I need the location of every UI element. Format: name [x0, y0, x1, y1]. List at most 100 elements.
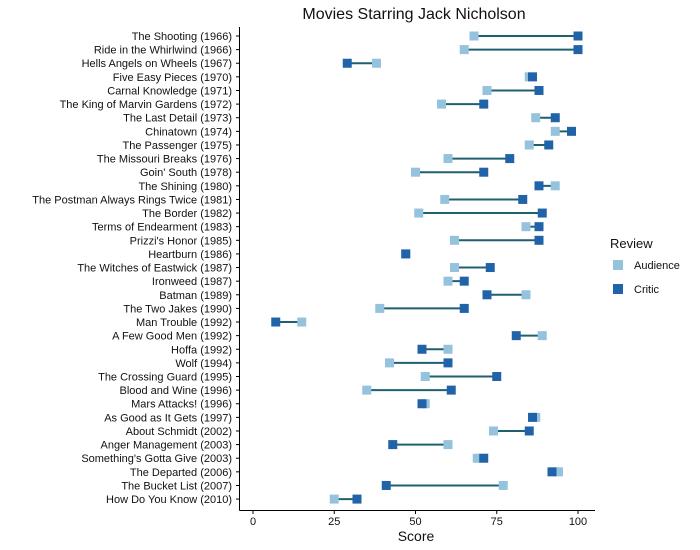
y-tick-label: The Two Jakes (1990) — [123, 303, 232, 315]
y-tick-label: Blood and Wine (1996) — [119, 385, 232, 397]
x-tick-label: 0 — [250, 516, 256, 528]
y-tick-label: The Witches of Eastwick (1987) — [77, 263, 232, 275]
y-tick-label: The Missouri Breaks (1976) — [97, 154, 232, 166]
audience-point — [459, 45, 469, 55]
audience-point — [297, 317, 307, 327]
critic-point — [528, 72, 537, 82]
audience-point — [469, 31, 479, 41]
y-tick-label: Terms of Endearment (1983) — [92, 222, 232, 234]
y-ticks: The Shooting (1966) Ride in the Whirlwind… — [32, 31, 240, 506]
critic-point — [352, 494, 362, 504]
critic-point — [550, 113, 560, 123]
plot-area — [271, 31, 583, 504]
y-tick-label: Five Easy Pieces (1970) — [113, 72, 232, 84]
critic-point — [443, 358, 453, 368]
critic-point — [446, 385, 456, 395]
x-tick-label: 75 — [491, 516, 503, 528]
critic-point — [459, 303, 469, 313]
critic-point — [518, 194, 528, 204]
legend: Review Audience Critic — [610, 236, 680, 296]
critic-point — [479, 99, 489, 109]
audience-point — [443, 440, 453, 450]
y-tick-label: The Shining (1980) — [138, 181, 232, 193]
critic-point — [547, 467, 557, 477]
audience-point — [420, 372, 430, 381]
audience-point — [450, 263, 459, 273]
audience-point — [498, 480, 508, 490]
y-tick-label: A Few Good Men (1992) — [112, 331, 232, 343]
critic-point — [342, 58, 352, 68]
y-tick-label: Ride in the Whirlwind (1966) — [94, 45, 232, 57]
audience-legend-key — [613, 260, 623, 270]
critic-point — [528, 412, 537, 422]
critic-point — [534, 181, 544, 191]
critic-point — [537, 208, 547, 218]
y-tick-label: Wolf (1994) — [175, 358, 232, 370]
audience-point — [443, 344, 453, 354]
audience-point — [524, 140, 534, 150]
audience-point — [489, 426, 498, 436]
y-tick-label: The Passenger (1975) — [123, 140, 232, 152]
critic-point — [417, 399, 427, 409]
x-tick-label: 25 — [328, 516, 340, 528]
x-tick-label: 50 — [409, 516, 421, 528]
y-tick-label: Something's Gotta Give (2003) — [81, 453, 232, 465]
chart-title: Movies Starring Jack Nicholson — [302, 6, 525, 23]
y-tick-label: Man Trouble (1992) — [136, 317, 232, 329]
y-tick-label: Carnal Knowledge (1971) — [107, 85, 232, 97]
audience-point — [531, 113, 541, 123]
y-tick-label: Goin' South (1978) — [140, 167, 232, 179]
audience-point — [375, 303, 385, 313]
y-tick-label: The Departed (2006) — [130, 467, 232, 479]
critic-point — [534, 235, 544, 245]
audience-point — [521, 290, 531, 300]
critic-point — [505, 154, 515, 164]
critic-legend-key — [613, 284, 623, 294]
critic-point — [479, 167, 489, 177]
critic-point — [534, 85, 544, 95]
audience-point — [537, 331, 547, 341]
critic-point — [479, 453, 489, 463]
audience-point — [550, 126, 560, 136]
y-tick-label: The Bucket List (2007) — [121, 480, 232, 492]
critic-point — [417, 344, 427, 354]
y-tick-label: The Shooting (1966) — [132, 31, 232, 43]
y-tick-label: Heartburn (1986) — [148, 249, 232, 261]
legend-title: Review — [610, 236, 653, 251]
critic-point — [381, 480, 391, 490]
y-tick-label: Anger Management (2003) — [101, 440, 232, 452]
y-tick-label: About Schmidt (2002) — [126, 426, 232, 438]
audience-point — [472, 453, 482, 463]
legend-label: Audience — [634, 260, 680, 272]
y-tick-label: The Border (1982) — [142, 208, 232, 220]
critic-point — [524, 426, 534, 436]
y-tick-label: Ironweed (1987) — [152, 276, 232, 288]
x-axis-label: Score — [398, 528, 435, 544]
y-tick-label: How Do You Know (2010) — [106, 494, 232, 506]
critic-point — [401, 249, 411, 259]
y-tick-label: The King of Marvin Gardens (1972) — [60, 99, 232, 111]
x-tick-label: 100 — [569, 516, 587, 528]
y-tick-label: The Postman Always Rings Twice (1981) — [32, 194, 232, 206]
critic-point — [492, 372, 502, 381]
audience-point — [329, 494, 339, 504]
y-tick-label: The Crossing Guard (1995) — [98, 372, 232, 384]
critic-point — [482, 290, 492, 300]
x-ticks: 0 25 50 75 100 — [250, 510, 587, 528]
audience-point — [550, 181, 560, 191]
audience-point — [443, 276, 453, 286]
critic-point — [544, 140, 554, 150]
y-tick-label: Batman (1989) — [159, 290, 232, 302]
audience-point — [521, 222, 531, 232]
audience-point — [482, 85, 492, 95]
critic-point — [485, 263, 495, 273]
critic-point — [459, 276, 469, 286]
audience-point — [372, 58, 381, 68]
audience-point — [437, 99, 446, 109]
critic-point — [534, 222, 544, 232]
y-tick-label: Prizzi's Honor (1985) — [130, 235, 232, 247]
audience-point — [443, 154, 453, 164]
critic-point — [271, 317, 281, 327]
y-tick-label: Hoffa (1992) — [171, 344, 232, 356]
